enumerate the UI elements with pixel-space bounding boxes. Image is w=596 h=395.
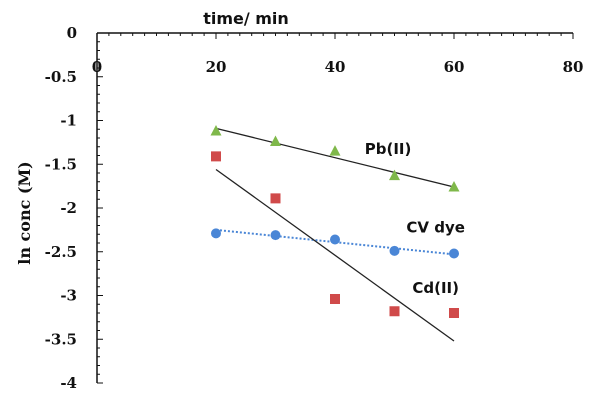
x-tick-label: 60 bbox=[444, 58, 465, 76]
data-point bbox=[449, 308, 459, 318]
y-tick-label: -4 bbox=[60, 374, 77, 392]
y-axis-label: ln conc (M) bbox=[15, 161, 34, 265]
y-tick-label: -2.5 bbox=[45, 243, 77, 261]
data-point bbox=[330, 234, 340, 245]
data-point bbox=[270, 135, 281, 146]
data-point bbox=[211, 228, 221, 239]
x-axis-label: time/ min bbox=[203, 9, 289, 28]
data-point bbox=[270, 230, 281, 241]
series-annotation: Cd(II) bbox=[412, 279, 459, 297]
y-tick-label: 0 bbox=[67, 24, 77, 42]
series-annotation: CV dye bbox=[406, 219, 465, 237]
x-tick-label: 40 bbox=[325, 58, 346, 76]
trendline bbox=[215, 168, 455, 342]
data-point bbox=[330, 294, 340, 304]
axes-group: 0 20 40 60 80 0 -0.5 -1 -1.5 -2 -2.5 -3 -3.5 -4 bbox=[45, 24, 584, 392]
data-point bbox=[329, 145, 341, 156]
data-point bbox=[389, 169, 400, 181]
y-tick-label: -3 bbox=[60, 287, 77, 305]
x-tick-label: 0 bbox=[92, 58, 102, 76]
data-point bbox=[389, 306, 400, 317]
annotations-group: Pb(II) CV dye Cd(II) bbox=[365, 140, 465, 297]
y-tick-label: -1.5 bbox=[45, 155, 77, 173]
data-point bbox=[210, 125, 222, 136]
data-point bbox=[389, 245, 400, 256]
trendlines-group bbox=[215, 127, 455, 342]
y-tick-label: -3.5 bbox=[45, 330, 77, 348]
y-tick-label: -0.5 bbox=[45, 68, 77, 86]
x-tick-label: 80 bbox=[563, 58, 584, 76]
data-point bbox=[270, 193, 281, 204]
markers-group bbox=[210, 125, 460, 318]
data-point bbox=[448, 181, 460, 192]
y-tick-label: -2 bbox=[60, 199, 77, 217]
y-tick-label: -1 bbox=[60, 112, 77, 130]
x-tick-label: 20 bbox=[206, 58, 227, 76]
trendline bbox=[215, 127, 455, 188]
data-point bbox=[211, 151, 221, 162]
data-point bbox=[449, 248, 459, 259]
series-annotation: Pb(II) bbox=[365, 140, 412, 158]
